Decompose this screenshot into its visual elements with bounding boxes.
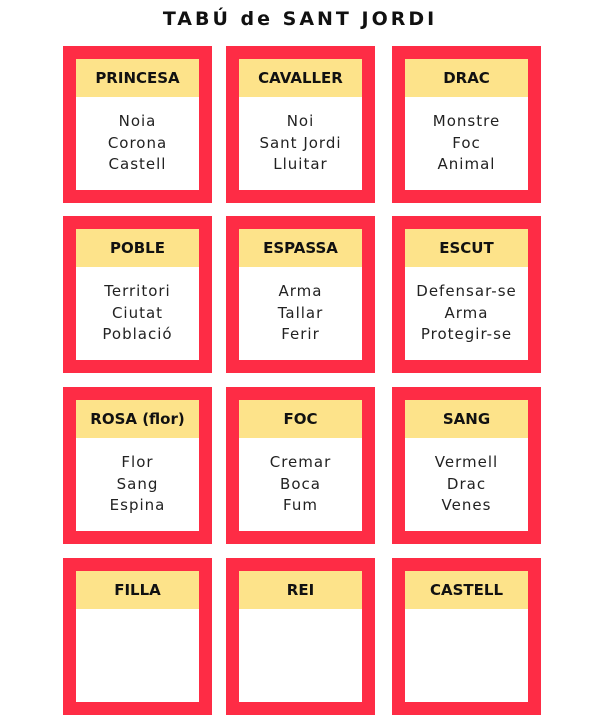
card-word: CAVALLER — [239, 59, 362, 97]
taboo-card: REI — [226, 558, 375, 715]
card-word: PRINCESA — [76, 59, 199, 97]
taboo-word: Arma — [278, 282, 323, 300]
taboo-word: Ciutat — [111, 303, 164, 322]
taboo-word: Protegir-se — [420, 325, 513, 343]
taboo-word: Noi — [286, 112, 315, 130]
taboo-word: Sang — [116, 474, 159, 493]
taboo-word: Boca — [280, 474, 321, 493]
taboo-word: Flor — [121, 453, 154, 471]
taboo-card: SANG Vermell Drac Venes — [392, 387, 541, 544]
taboo-words: Territori Ciutat Població — [76, 267, 199, 346]
card-word: FILLA — [76, 571, 199, 609]
taboo-words: Arma Tallar Ferir — [239, 267, 362, 346]
taboo-words: Noia Corona Castell — [76, 97, 199, 176]
taboo-word: Sant Jordi — [259, 133, 342, 152]
card-word: DRAC — [405, 59, 528, 97]
taboo-words: Cremar Boca Fum — [239, 438, 362, 517]
card-word: ESPASSA — [239, 229, 362, 267]
taboo-card: ESCUT Defensar-se Arma Protegir-se — [392, 216, 541, 373]
taboo-word: Fum — [283, 496, 318, 514]
taboo-word: Venes — [441, 496, 492, 514]
card-word: CASTELL — [405, 571, 528, 609]
taboo-card: CAVALLER Noi Sant Jordi Lluitar — [226, 46, 375, 203]
card-word: FOC — [239, 400, 362, 438]
taboo-card: PRINCESA Noia Corona Castell — [63, 46, 212, 203]
taboo-word: Tallar — [277, 303, 324, 322]
taboo-words: Vermell Drac Venes — [405, 438, 528, 517]
card-word: ESCUT — [405, 229, 528, 267]
taboo-words: Noi Sant Jordi Lluitar — [239, 97, 362, 176]
taboo-words — [76, 609, 199, 623]
taboo-words: Defensar-se Arma Protegir-se — [405, 267, 528, 346]
taboo-words — [405, 609, 528, 623]
taboo-words: Monstre Foc Animal — [405, 97, 528, 176]
taboo-card: FOC Cremar Boca Fum — [226, 387, 375, 544]
taboo-card: CASTELL — [392, 558, 541, 715]
taboo-card: ROSA (flor) Flor Sang Espina — [63, 387, 212, 544]
taboo-card: DRAC Monstre Foc Animal — [392, 46, 541, 203]
taboo-word: Població — [102, 325, 173, 343]
page-title: TABÚ de SANT JORDI — [162, 8, 438, 30]
taboo-word: Drac — [446, 474, 487, 493]
taboo-word: Territori — [104, 282, 171, 300]
taboo-word: Monstre — [432, 112, 501, 130]
taboo-word: Corona — [107, 133, 168, 152]
taboo-word: Foc — [452, 133, 481, 152]
card-word: SANG — [405, 400, 528, 438]
taboo-card: ESPASSA Arma Tallar Ferir — [226, 216, 375, 373]
taboo-words: Flor Sang Espina — [76, 438, 199, 517]
taboo-words — [239, 609, 362, 623]
card-word: REI — [239, 571, 362, 609]
taboo-word: Castell — [108, 155, 167, 173]
card-word: POBLE — [76, 229, 199, 267]
taboo-word: Espina — [109, 496, 166, 514]
taboo-word: Defensar-se — [416, 282, 517, 300]
taboo-card: FILLA — [63, 558, 212, 715]
taboo-word: Animal — [437, 155, 496, 173]
taboo-word: Cremar — [269, 453, 332, 471]
taboo-word: Noia — [118, 112, 157, 130]
taboo-word: Lluitar — [273, 155, 328, 173]
taboo-word: Vermell — [434, 453, 499, 471]
card-word: ROSA (flor) — [76, 400, 199, 438]
taboo-word: Ferir — [281, 325, 320, 343]
taboo-card: POBLE Territori Ciutat Població — [63, 216, 212, 373]
taboo-word: Arma — [444, 303, 489, 322]
